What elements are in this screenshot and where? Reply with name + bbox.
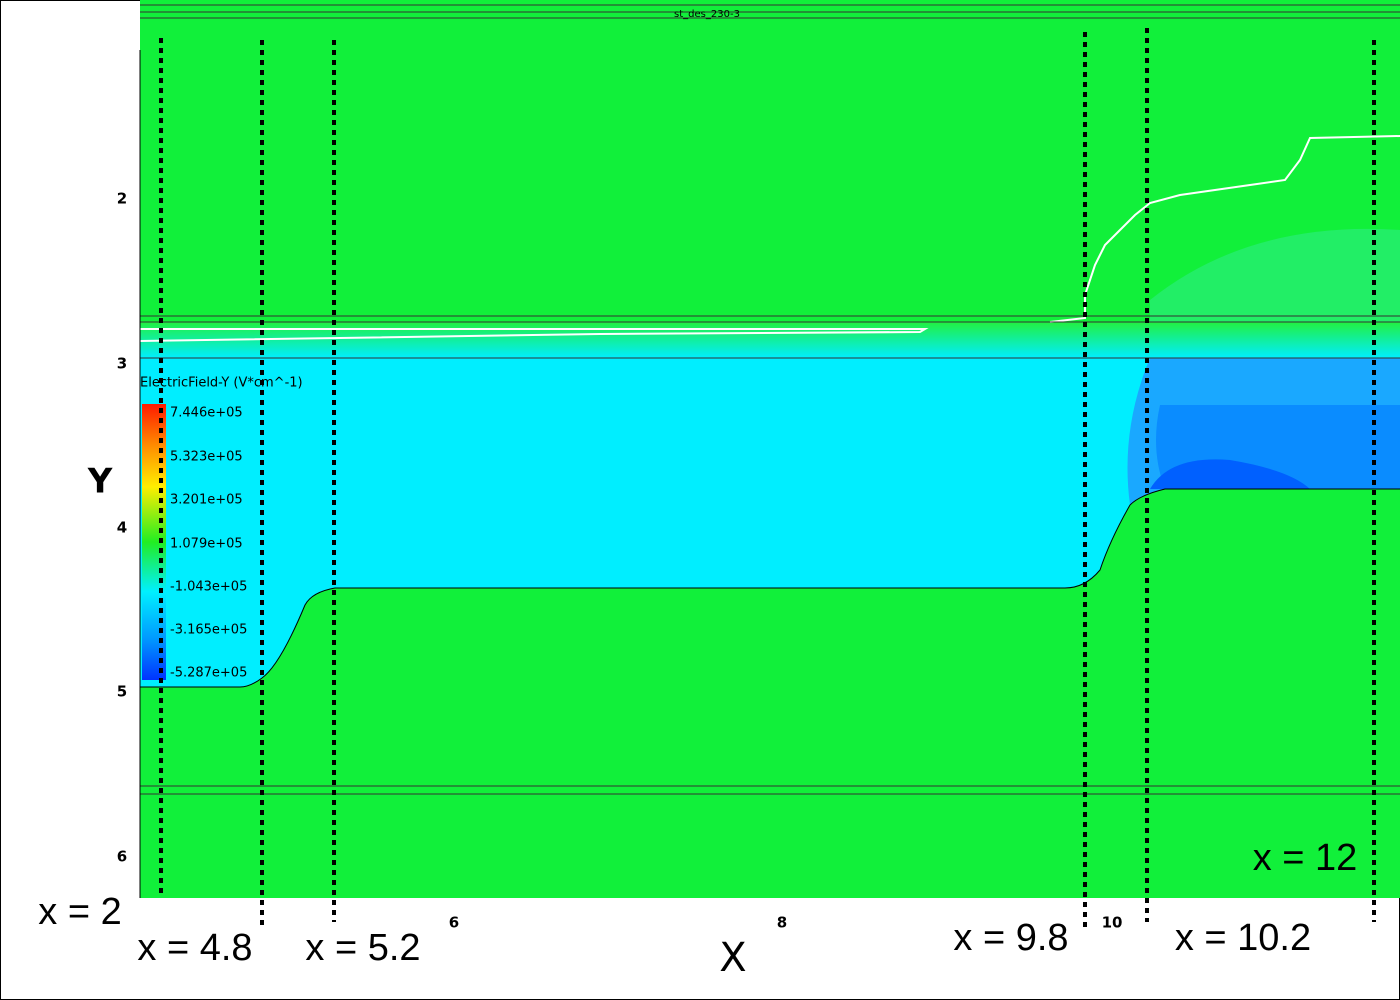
annotation: x = 9.8 bbox=[953, 917, 1068, 959]
y-axis: 2 3 4 5 6 Y bbox=[87, 50, 141, 898]
transition-region bbox=[140, 322, 1400, 358]
legend-label: 7.446e+05 bbox=[170, 406, 243, 421]
annotation: x = 4.8 bbox=[137, 927, 252, 969]
annotation: x = 2 bbox=[38, 891, 121, 933]
blue-region bbox=[1150, 459, 1310, 489]
x-tick-label: 6 bbox=[449, 914, 459, 932]
y-tick-label: 5 bbox=[117, 683, 127, 701]
contour-line bbox=[1049, 135, 1400, 323]
annotation: x = 5.2 bbox=[305, 927, 420, 969]
legend-label: 3.201e+05 bbox=[170, 493, 243, 508]
plot-title: st_des_230-3 bbox=[674, 9, 740, 20]
legend-label: -5.287e+05 bbox=[170, 666, 247, 681]
x-tick-label: 10 bbox=[1102, 914, 1123, 932]
x-axis: 6 8 10 X bbox=[449, 914, 1123, 982]
annotation: x = 10.2 bbox=[1175, 917, 1311, 959]
y-tick-label: 4 bbox=[117, 519, 127, 537]
legend-label: -1.043e+05 bbox=[170, 580, 247, 595]
cyan-region bbox=[140, 358, 1400, 687]
boundary bbox=[140, 488, 1400, 688]
x-tick-label: 8 bbox=[777, 914, 787, 932]
legend-title: ElectricField-Y (V*cm^-1) bbox=[140, 376, 303, 391]
annotations: x = 2 x = 4.8 x = 5.2 x = 9.8 x = 10.2 x… bbox=[38, 837, 1357, 969]
field-region bbox=[1150, 228, 1400, 330]
legend-label: -3.165e+05 bbox=[170, 623, 247, 638]
legend-label: 5.323e+05 bbox=[170, 450, 243, 465]
y-axis-label: Y bbox=[87, 462, 113, 502]
contour-line bbox=[139, 328, 929, 342]
y-tick-label: 3 bbox=[117, 355, 127, 373]
cut-lines bbox=[159, 28, 1376, 928]
legend-label: 1.079e+05 bbox=[170, 537, 243, 552]
y-tick-label: 6 bbox=[117, 848, 127, 866]
y-tick-label: 2 bbox=[117, 190, 127, 208]
annotation: x = 12 bbox=[1253, 837, 1358, 879]
x-axis-label: X bbox=[719, 935, 746, 981]
field-plot bbox=[139, 0, 1400, 898]
